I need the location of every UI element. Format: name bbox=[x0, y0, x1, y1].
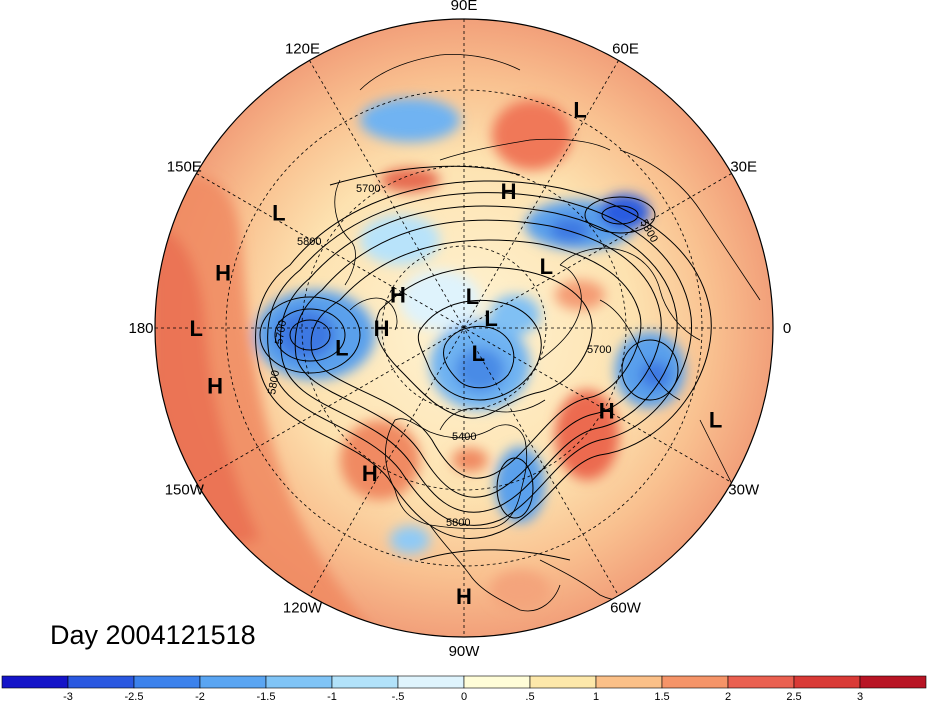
colorbar-swatch bbox=[595, 675, 663, 689]
colorbar-tick-label: -.5 bbox=[392, 691, 405, 702]
colorbar: -3 -2.5 -2 -1.5 -1 -.5 0 .5 1 1.5 2 2.5 3 bbox=[1, 675, 927, 702]
colorbar-swatch bbox=[67, 675, 135, 689]
low-pressure-mark: L bbox=[272, 200, 285, 225]
high-pressure-mark: H bbox=[215, 260, 231, 285]
contour-label: 5700 bbox=[356, 183, 380, 195]
colorbar-tick-label: -1 bbox=[327, 691, 337, 702]
map-title: Day 2004121518 bbox=[50, 620, 256, 650]
high-pressure-mark: H bbox=[207, 374, 223, 399]
colorbar-tick-label: 0 bbox=[461, 691, 467, 702]
high-pressure-mark: H bbox=[599, 398, 615, 423]
colorbar-swatch bbox=[397, 675, 465, 689]
longitude-label: 0 bbox=[783, 320, 791, 337]
colorbar-swatch bbox=[463, 675, 531, 689]
colorbar-tick-label: -2.5 bbox=[125, 691, 144, 702]
colorbar-tick-label: 2 bbox=[725, 691, 731, 702]
coastlines bbox=[334, 54, 761, 612]
colorbar-swatch bbox=[793, 675, 861, 689]
longitude-label: 60E bbox=[612, 40, 639, 57]
contour-label: 5700 bbox=[273, 319, 289, 345]
high-pressure-mark: H bbox=[374, 316, 390, 341]
longitude-label: 180 bbox=[128, 320, 153, 337]
colorbar-swatch bbox=[661, 675, 729, 689]
low-pressure-mark: L bbox=[540, 254, 553, 279]
colorbar-swatch bbox=[1, 675, 69, 689]
low-pressure-mark: L bbox=[484, 306, 497, 331]
longitude-label: 90W bbox=[449, 643, 481, 660]
colorbar-swatch bbox=[265, 675, 333, 689]
colorbar-swatch bbox=[529, 675, 597, 689]
low-pressure-mark: L bbox=[466, 284, 479, 309]
high-pressure-mark: H bbox=[362, 461, 378, 486]
longitude-label: 120E bbox=[285, 40, 320, 57]
contour-label: 5800 bbox=[297, 236, 321, 248]
longitude-label: 150E bbox=[167, 159, 202, 176]
contour-label: 5400 bbox=[452, 431, 476, 443]
longitude-label: 150W bbox=[165, 482, 205, 499]
high-pressure-mark: H bbox=[456, 584, 472, 609]
colorbar-swatch bbox=[199, 675, 267, 689]
graticule bbox=[154, 18, 774, 638]
longitude-label: 120W bbox=[283, 600, 323, 617]
contour-label: 5800 bbox=[266, 369, 282, 395]
low-pressure-mark: L bbox=[472, 341, 485, 366]
colorbar-tick-label: -3 bbox=[63, 691, 73, 702]
longitude-label: 60W bbox=[610, 600, 642, 617]
colorbar-tick-label: 1.5 bbox=[654, 691, 669, 702]
longitude-labels: 90E 60E 30E 0 30W 60W 90W 120W 150W 180 150E 120E bbox=[128, 0, 791, 660]
longitude-label: 30E bbox=[730, 159, 757, 176]
low-pressure-mark: L bbox=[335, 335, 348, 360]
longitude-label: 90E bbox=[451, 0, 478, 14]
contour-label: 5800 bbox=[446, 517, 470, 529]
high-pressure-mark: H bbox=[390, 282, 406, 307]
low-pressure-mark: L bbox=[189, 316, 202, 341]
low-pressure-mark: L bbox=[573, 98, 586, 123]
colorbar-swatch bbox=[859, 675, 927, 689]
colorbar-tick-label: .5 bbox=[525, 691, 534, 702]
colorbar-swatch bbox=[727, 675, 795, 689]
low-pressure-mark: L bbox=[709, 408, 722, 433]
colorbar-tick-label: 2.5 bbox=[786, 691, 801, 702]
colorbar-tick-label: -2 bbox=[195, 691, 205, 702]
colorbar-tick-label: 1 bbox=[593, 691, 599, 702]
colorbar-tick-label: 3 bbox=[857, 691, 863, 702]
colorbar-tick-label: -1.5 bbox=[257, 691, 276, 702]
longitude-label: 30W bbox=[728, 482, 760, 499]
colorbar-swatch bbox=[133, 675, 201, 689]
height-contours bbox=[255, 165, 712, 561]
contour-label: 5700 bbox=[587, 344, 611, 356]
high-pressure-mark: H bbox=[501, 179, 517, 204]
colorbar-swatch bbox=[331, 675, 399, 689]
